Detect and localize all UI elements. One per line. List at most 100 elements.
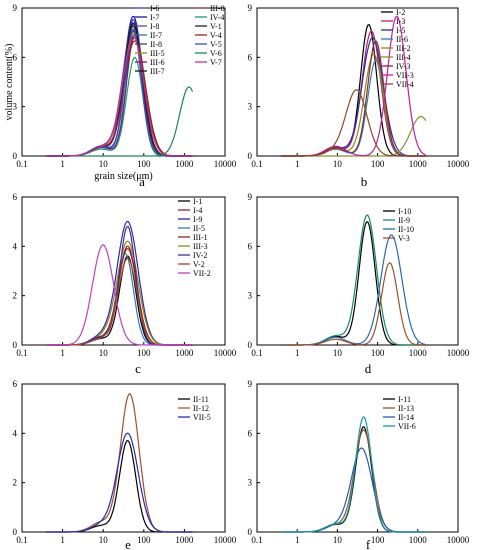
y-tick-label: 9 [248, 192, 253, 202]
legend-label: VII-5 [193, 413, 211, 422]
legend-label: II-10 [398, 225, 414, 234]
legend-label: VII-3 [396, 71, 414, 80]
panel-label: c [135, 361, 141, 376]
y-tick-label: 6 [248, 241, 253, 251]
legend-label: II-6 [396, 35, 408, 44]
y-tick-label: 2 [13, 291, 18, 301]
legend-label: V-1 [210, 22, 222, 31]
panel-f: 0 3 6 9 0.1 1 10 100 1000 10000 f I-11II-13II-14VII… [248, 379, 470, 550]
x-tick-label: 100 [371, 348, 385, 358]
legend-label: V-4 [210, 31, 222, 40]
panel-label: d [365, 361, 372, 376]
legend-label: III-4 [396, 53, 411, 62]
panel-label: f [366, 537, 371, 550]
panel-a: 0 3 6 9 0.1 1 10 100 1000 10000 volume content(%) g… [4, 3, 237, 189]
legend-label: V-5 [210, 40, 222, 49]
legend-label: III-3 [193, 242, 208, 251]
legend-label: I-1 [193, 197, 202, 206]
legend-label: IV-2 [193, 251, 207, 260]
legend-label: I-8 [150, 22, 159, 31]
x-tick-label: 10000 [447, 159, 470, 169]
legend-label: VII-4 [396, 80, 414, 89]
x-tick-label: 100 [137, 348, 151, 358]
y-tick-label: 6 [248, 52, 253, 62]
x-tick-label: 10 [99, 348, 109, 358]
x-tick-label: 10 [333, 535, 343, 545]
legend-label: I-7 [150, 13, 159, 22]
legend-label: V-3 [398, 234, 410, 243]
legend-label: II-14 [398, 413, 414, 422]
x-tick-label: 1 [60, 535, 65, 545]
y-tick-label: 3 [13, 102, 18, 112]
y-tick-label: 3 [248, 478, 253, 488]
x-tick-label: 10000 [214, 535, 237, 545]
legend-label: VII-6 [398, 422, 416, 431]
legend-label: V-7 [210, 58, 222, 67]
legend-label: I-11 [398, 395, 411, 404]
x-tick-label: 0.1 [251, 535, 262, 545]
y-tick-label: 9 [248, 379, 253, 389]
x-tick-label: 10 [99, 535, 109, 545]
legend-label: VII-2 [193, 269, 211, 278]
x-tick-label: 10000 [447, 535, 470, 545]
y-tick-label: 0 [13, 151, 18, 161]
legend-label: III-1 [193, 233, 208, 242]
y-tick-label: 2 [13, 478, 18, 488]
x-tick-label: 100 [371, 159, 385, 169]
x-tick-label: 10 [333, 348, 343, 358]
series-line-II-14 [281, 447, 426, 533]
legend-label: III-7 [150, 67, 165, 76]
x-tick-label: 0.1 [16, 159, 27, 169]
x-tick-label: 1000 [175, 535, 194, 545]
legend-label: II-7 [150, 31, 162, 40]
series-line-V-7 [46, 35, 193, 157]
x-tick-label: 1000 [409, 159, 428, 169]
y-tick-label: 3 [248, 291, 253, 301]
legend-label: V-2 [193, 260, 205, 269]
legend-label: III-5 [150, 49, 165, 58]
y-tick-label: 4 [13, 428, 18, 438]
x-tick-label: 10000 [214, 159, 237, 169]
x-tick-label: 0.1 [251, 159, 262, 169]
series-line-V-3 [281, 262, 426, 346]
legend-label: II-12 [193, 404, 209, 413]
legend-label: IV-4 [210, 13, 224, 22]
legend-label: I-6 [150, 4, 159, 13]
y-tick-label: 3 [248, 102, 253, 112]
y-tick-label: 9 [13, 3, 18, 13]
y-tick-label: 0 [13, 340, 18, 350]
legend-label: I-9 [193, 215, 202, 224]
x-tick-label: 10000 [447, 348, 470, 358]
legend-label: I-5 [396, 26, 405, 35]
legend-label: I-10 [398, 207, 411, 216]
legend-label: V-6 [210, 49, 222, 58]
series-line-VII-5 [46, 432, 193, 533]
x-tick-label: 1 [60, 348, 65, 358]
x-tick-label: 10 [333, 159, 343, 169]
x-tick-label: 1000 [175, 348, 194, 358]
y-tick-label: 6 [248, 428, 253, 438]
x-axis-label: grain size(μm) [94, 171, 152, 182]
legend-label: III-6 [150, 58, 165, 67]
legend-label: II-13 [398, 404, 414, 413]
y-tick-label: 6 [13, 192, 18, 202]
legend-label: I-2 [396, 8, 405, 17]
series-line-VII-6 [281, 416, 426, 533]
legend-label: II-11 [193, 395, 209, 404]
legend-label: I-3 [396, 17, 405, 26]
y-tick-label: 0 [248, 527, 253, 537]
x-tick-label: 1 [295, 159, 300, 169]
y-axis-label: volume content(%) [4, 44, 15, 121]
series-line-II-12 [46, 393, 193, 533]
plot-frame [21, 196, 226, 346]
y-tick-label: 9 [248, 3, 253, 13]
x-tick-label: 100 [137, 535, 151, 545]
y-tick-label: 0 [248, 151, 253, 161]
legend-label: I-4 [193, 206, 202, 215]
x-tick-label: 1 [295, 348, 300, 358]
series-line-I-4 [46, 245, 193, 346]
